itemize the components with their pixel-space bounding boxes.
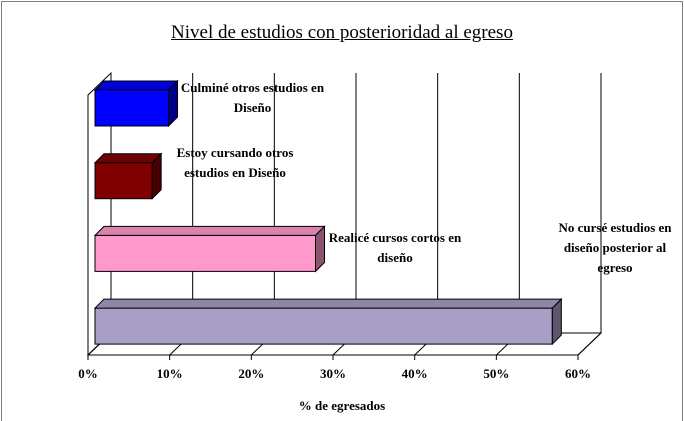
x-tick-label: 10%: [157, 366, 183, 381]
bar-side: [168, 79, 178, 128]
bar: [94, 162, 153, 200]
bar-top: [93, 298, 563, 309]
x-tick-label: 40%: [402, 366, 428, 381]
bar: [94, 234, 316, 272]
bar-top: [93, 80, 179, 91]
category-label: No cursé estudios en diseño posterior al…: [558, 220, 672, 275]
x-axis-label: % de egresados: [298, 398, 386, 413]
bar-side: [315, 225, 325, 273]
bar-top: [93, 225, 326, 236]
x-tick-label: 50%: [483, 366, 509, 381]
bar: [94, 89, 169, 127]
category-label: Culminé otros estudios en Diseño: [180, 80, 325, 115]
bar-side: [151, 152, 162, 200]
x-tick-label: 30%: [320, 366, 346, 381]
floor-line: [577, 332, 602, 356]
category-label: Realicé cursos cortos en diseño: [328, 230, 462, 265]
x-tick-label: 20%: [238, 366, 264, 381]
bar-side: [551, 297, 562, 346]
category-label: Estoy cursando otros estudios en Diseño: [176, 145, 294, 180]
x-tick-label: 60%: [565, 366, 591, 381]
x-tick-label: 0%: [78, 366, 98, 381]
bar-top: [93, 153, 163, 164]
chart-title: Nivel de estudios con posterioridad al e…: [171, 22, 513, 43]
bar: [94, 307, 553, 345]
